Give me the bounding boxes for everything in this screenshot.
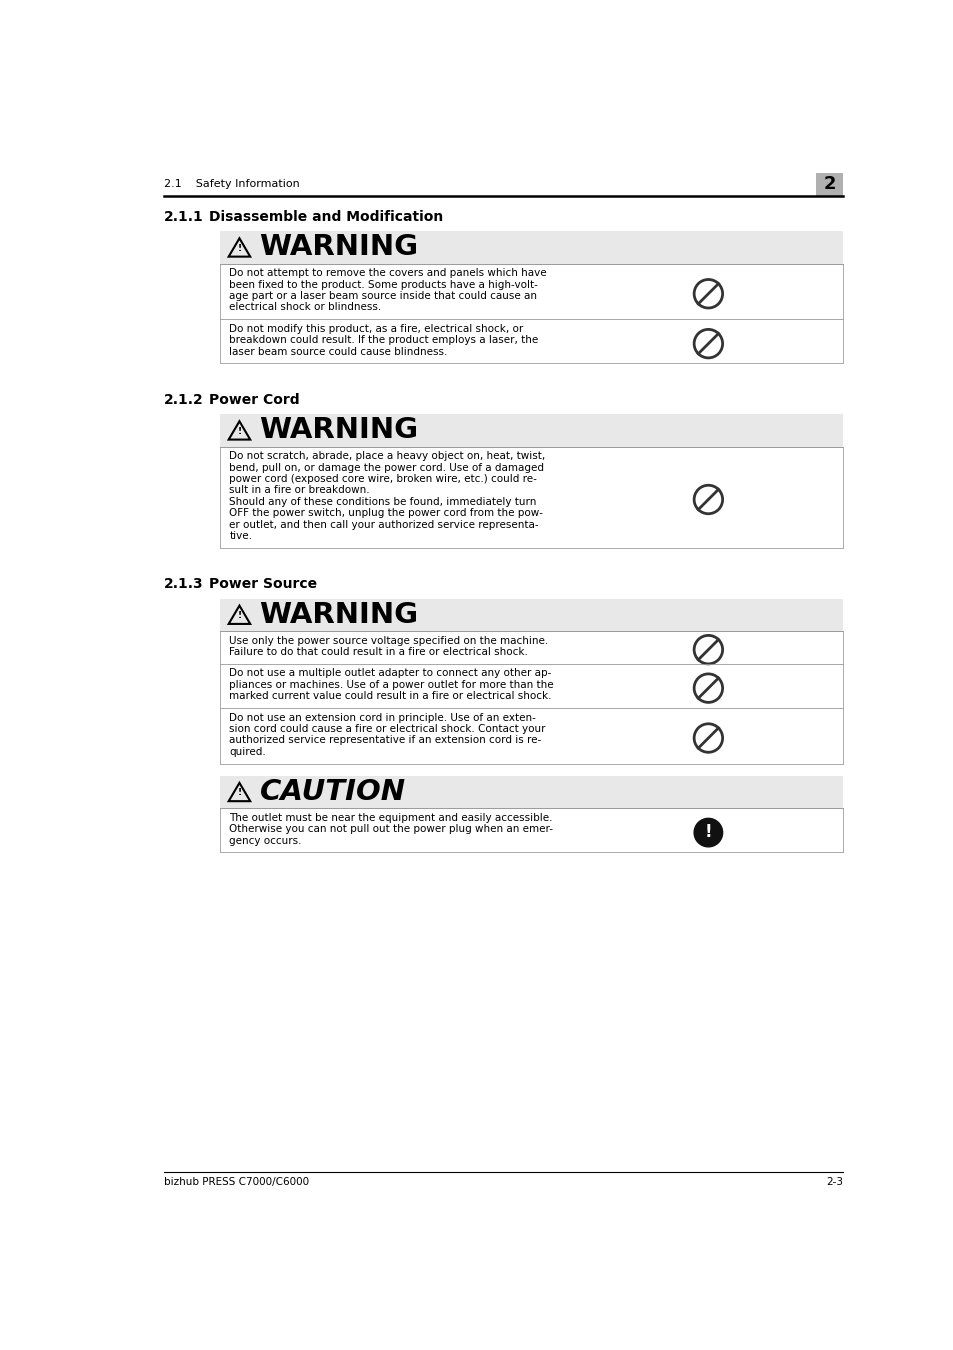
- Circle shape: [694, 818, 721, 846]
- Text: WARNING: WARNING: [259, 234, 418, 262]
- Text: Use only the power source voltage specified on the machine.: Use only the power source voltage specif…: [229, 636, 548, 645]
- Text: bend, pull on, or damage the power cord. Use of a damaged: bend, pull on, or damage the power cord.…: [229, 463, 544, 472]
- FancyBboxPatch shape: [816, 173, 842, 196]
- Text: 2-3: 2-3: [825, 1177, 842, 1187]
- Text: tive.: tive.: [229, 531, 253, 541]
- Text: marked current value could result in a fire or electrical shock.: marked current value could result in a f…: [229, 691, 552, 701]
- FancyBboxPatch shape: [220, 776, 842, 809]
- Text: !: !: [237, 244, 241, 252]
- FancyBboxPatch shape: [220, 414, 842, 447]
- Text: quired.: quired.: [229, 747, 266, 757]
- Text: pliances or machines. Use of a power outlet for more than the: pliances or machines. Use of a power out…: [229, 680, 554, 690]
- Text: authorized service representative if an extension cord is re-: authorized service representative if an …: [229, 736, 541, 745]
- Text: power cord (exposed core wire, broken wire, etc.) could re-: power cord (exposed core wire, broken wi…: [229, 474, 537, 485]
- Text: laser beam source could cause blindness.: laser beam source could cause blindness.: [229, 347, 447, 356]
- Text: sion cord could cause a fire or electrical shock. Contact your: sion cord could cause a fire or electric…: [229, 724, 545, 734]
- Text: Do not use an extension cord in principle. Use of an exten-: Do not use an extension cord in principl…: [229, 713, 536, 722]
- Text: age part or a laser beam source inside that could cause an: age part or a laser beam source inside t…: [229, 292, 537, 301]
- Text: !: !: [237, 788, 241, 798]
- Text: 2.1.1: 2.1.1: [164, 209, 204, 224]
- Text: bizhub PRESS C7000/C6000: bizhub PRESS C7000/C6000: [164, 1177, 309, 1187]
- Text: WARNING: WARNING: [259, 601, 418, 629]
- Text: !: !: [237, 612, 241, 620]
- Text: been fixed to the product. Some products have a high-volt-: been fixed to the product. Some products…: [229, 279, 537, 290]
- Text: gency occurs.: gency occurs.: [229, 836, 301, 845]
- Text: OFF the power switch, unplug the power cord from the pow-: OFF the power switch, unplug the power c…: [229, 508, 543, 518]
- Text: Do not use a multiple outlet adapter to connect any other ap-: Do not use a multiple outlet adapter to …: [229, 668, 551, 678]
- Text: electrical shock or blindness.: electrical shock or blindness.: [229, 302, 381, 312]
- Text: er outlet, and then call your authorized service representa-: er outlet, and then call your authorized…: [229, 520, 538, 529]
- Text: 2.1.3: 2.1.3: [164, 576, 203, 591]
- Text: Otherwise you can not pull out the power plug when an emer-: Otherwise you can not pull out the power…: [229, 825, 553, 834]
- Text: CAUTION: CAUTION: [259, 778, 405, 806]
- Text: Do not attempt to remove the covers and panels which have: Do not attempt to remove the covers and …: [229, 269, 546, 278]
- Text: 2.1    Safety Information: 2.1 Safety Information: [164, 178, 299, 189]
- Text: Disassemble and Modification: Disassemble and Modification: [209, 209, 442, 224]
- Text: Do not modify this product, as a fire, electrical shock, or: Do not modify this product, as a fire, e…: [229, 324, 523, 333]
- Text: breakdown could result. If the product employs a laser, the: breakdown could result. If the product e…: [229, 335, 538, 346]
- Text: Should any of these conditions be found, immediately turn: Should any of these conditions be found,…: [229, 497, 537, 506]
- Text: 2.1.2: 2.1.2: [164, 393, 204, 406]
- Text: sult in a fire or breakdown.: sult in a fire or breakdown.: [229, 486, 370, 495]
- Text: Failure to do that could result in a fire or electrical shock.: Failure to do that could result in a fir…: [229, 647, 528, 657]
- Text: Do not scratch, abrade, place a heavy object on, heat, twist,: Do not scratch, abrade, place a heavy ob…: [229, 451, 545, 462]
- Text: Power Cord: Power Cord: [209, 393, 299, 406]
- Text: 2: 2: [822, 176, 835, 193]
- Text: WARNING: WARNING: [259, 416, 418, 444]
- Text: !: !: [704, 822, 712, 841]
- FancyBboxPatch shape: [220, 231, 842, 263]
- Text: The outlet must be near the equipment and easily accessible.: The outlet must be near the equipment an…: [229, 813, 553, 822]
- Text: Power Source: Power Source: [209, 576, 316, 591]
- FancyBboxPatch shape: [220, 598, 842, 630]
- Text: !: !: [237, 427, 241, 436]
